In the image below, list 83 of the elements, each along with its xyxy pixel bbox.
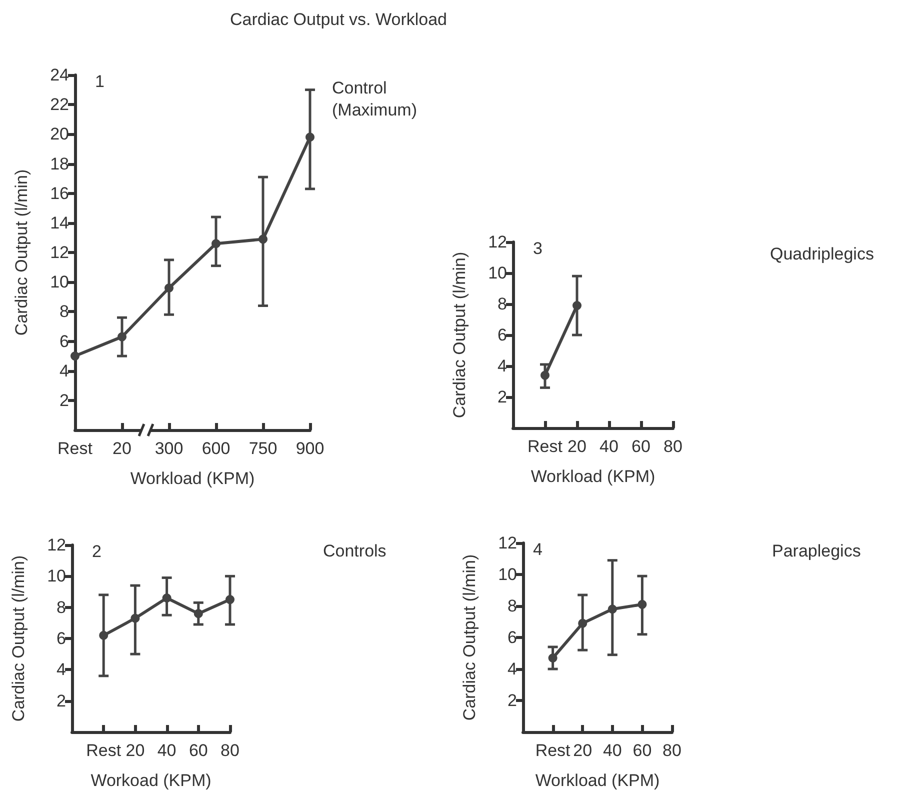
y-tick-label: 2	[508, 691, 517, 710]
point	[578, 618, 588, 628]
point	[99, 630, 108, 640]
x-tick-label: 60	[632, 741, 652, 760]
y-tick-label: 8	[508, 596, 517, 616]
y-tick-label: 24	[50, 66, 69, 84]
x-tick-label: 80	[220, 741, 240, 760]
x-axis-title: Workload (KPM)	[535, 771, 660, 790]
x-tick-label: 60	[188, 741, 208, 760]
y-tick-label: 10	[50, 272, 69, 292]
x-tick-label: Rest	[58, 439, 93, 458]
y-tick-label: 6	[498, 326, 507, 344]
point	[194, 609, 203, 618]
y-tick-label: 6	[56, 629, 66, 648]
point	[548, 653, 558, 662]
y-tick-label: 12	[498, 534, 517, 552]
y-tick-label: 8	[498, 294, 507, 314]
point	[226, 595, 234, 604]
y-tick-label: 6	[60, 332, 69, 351]
x-tick-label: 750	[248, 439, 278, 458]
x-tick-label: Rest	[535, 741, 571, 760]
y-axis-title: Cardiac Output (l/min)	[460, 554, 479, 721]
chart-title: Cardiac Output vs. Workload	[230, 10, 447, 29]
x-tick-label: 300	[154, 439, 184, 458]
y-tick-label: 8	[56, 598, 66, 617]
y-tick-label: 4	[498, 356, 507, 376]
point	[608, 604, 617, 614]
point	[638, 600, 647, 609]
x-tick-label: 20	[573, 741, 592, 760]
y-tick-label: 4	[56, 660, 66, 680]
point	[130, 614, 140, 623]
annotation: 1	[95, 72, 104, 91]
x-axis-title: Workload (KPM)	[130, 469, 255, 488]
annotation: 4	[533, 540, 542, 559]
x-tick-label: 20	[126, 741, 145, 760]
y-tick-label: 16	[50, 184, 69, 203]
y-tick-label: 10	[498, 565, 517, 584]
y-axis-title: Cardiac Output (l/min)	[12, 169, 31, 336]
x-tick-label: 40	[157, 741, 176, 760]
text: Quadriplegics	[770, 244, 874, 264]
y-tick-label: 22	[50, 95, 69, 114]
y-tick-label: 2	[60, 390, 69, 410]
y-tick-label: 12	[47, 536, 66, 554]
x-tick-label: 600	[202, 439, 230, 458]
y-tick-label: 4	[508, 660, 517, 678]
x-tick-label: 900	[296, 439, 324, 458]
point	[162, 593, 172, 602]
y-tick-label: 10	[488, 264, 507, 282]
annotation: 2	[92, 542, 102, 561]
y-tick-label: 4	[60, 361, 69, 380]
point	[164, 284, 174, 292]
point	[212, 239, 220, 248]
point	[306, 132, 314, 142]
x-tick-label: 20	[112, 439, 132, 458]
y-tick-label: 12	[488, 232, 507, 252]
y-tick-label: 10	[47, 566, 66, 586]
x-tick-label: 80	[662, 741, 682, 760]
y-tick-label: 8	[60, 302, 69, 322]
x-tick-label: 20	[568, 437, 586, 456]
text: Control (Maximum)	[332, 78, 417, 120]
y-tick-label: 12	[50, 243, 69, 262]
y-tick-label: 6	[508, 628, 517, 647]
point	[258, 234, 268, 244]
x-tick-label: 80	[664, 437, 682, 456]
y-tick-label: 18	[50, 154, 69, 174]
point	[118, 332, 126, 342]
annotation: 3	[533, 239, 542, 258]
y-tick-label: 2	[498, 388, 507, 406]
point	[70, 352, 80, 361]
x-tick-label: Rest	[86, 741, 122, 760]
y-axis-title: Cardiac Output (l/min)	[9, 555, 28, 722]
text: Controls	[323, 542, 386, 560]
x-axis-title: Workoad (KPM)	[90, 771, 212, 790]
text: Paraplegics	[772, 542, 861, 560]
y-tick-label: 20	[50, 124, 69, 144]
x-tick-label: Rest	[528, 437, 563, 456]
y-tick-label: 14	[50, 213, 69, 232]
y-axis-title: Cardiac Output (l/min)	[450, 252, 469, 418]
x-tick-label: 60	[632, 437, 650, 456]
x-axis-title: Workload (KPM)	[530, 467, 656, 486]
x-tick-label: 40	[602, 741, 622, 760]
x-tick-label: 40	[600, 437, 618, 456]
y-tick-label: 2	[56, 691, 66, 710]
